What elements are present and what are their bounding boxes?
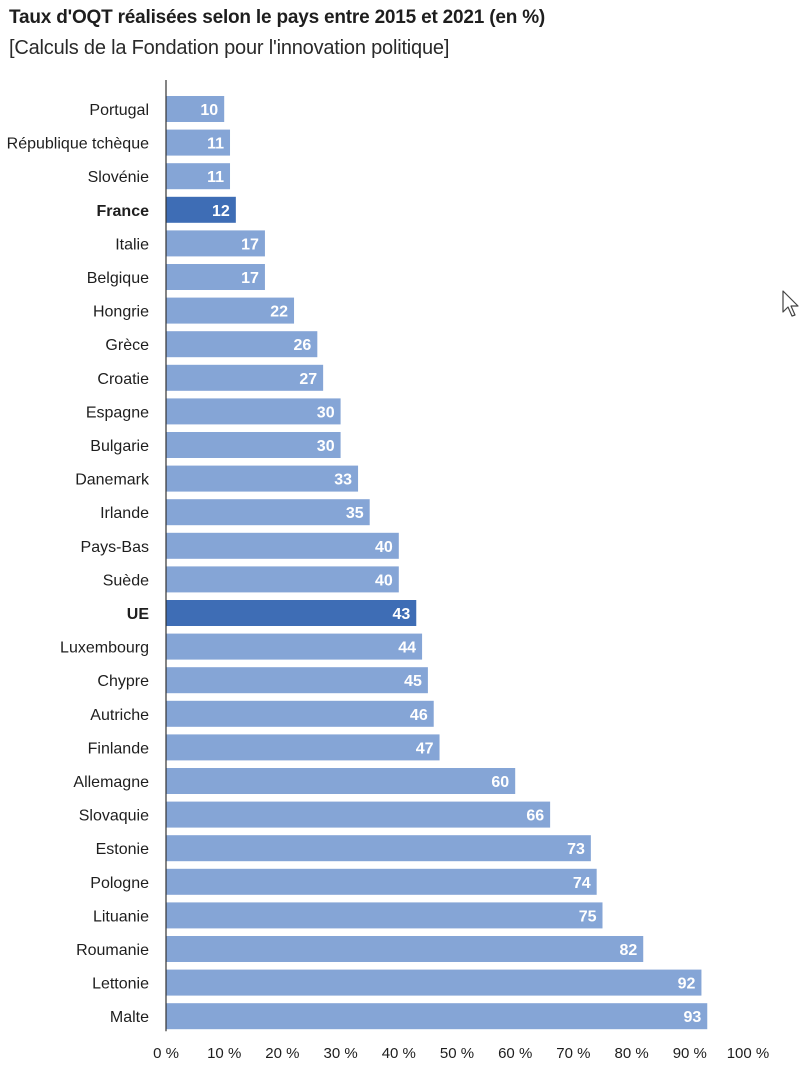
bar [166,566,399,593]
category-label: Malte [110,1009,149,1026]
data-label: 74 [573,875,591,892]
bar [166,499,370,526]
data-label: 35 [346,505,364,522]
data-label: 30 [317,438,335,455]
bar [166,734,440,761]
data-label: 46 [410,707,428,724]
x-tick-label: 100 % [727,1045,770,1062]
bar [166,163,231,190]
data-label: 30 [317,404,335,421]
data-label: 11 [207,169,224,186]
data-label: 73 [567,841,585,858]
bar [166,297,295,324]
x-tick-label: 70 % [556,1045,590,1062]
bar [166,600,417,626]
bar [166,902,603,929]
category-label: Croatie [97,371,149,388]
category-label: Finlande [88,740,149,757]
category-label: Hongrie [93,304,149,321]
category-label: Lettonie [92,976,149,993]
bar [166,129,231,156]
data-label: 82 [619,942,637,959]
data-label: 22 [270,304,288,321]
category-label: Luxembourg [60,640,149,657]
data-label: 17 [241,270,259,287]
data-label: 40 [375,572,393,589]
data-label: 17 [241,236,259,253]
category-label: France [97,203,150,220]
category-label: Irlande [100,505,149,522]
bar [166,835,591,862]
x-tick-label: 90 % [673,1045,707,1062]
x-tick-label: 60 % [498,1045,532,1062]
category-label: Grèce [105,337,149,354]
category-label: République tchèque [7,136,149,153]
bar [166,768,516,794]
category-label: Pays-Bas [81,539,149,556]
category-label: Chypre [97,673,149,690]
bar [166,532,399,559]
x-tick-label: 40 % [382,1045,416,1062]
data-label: 10 [200,102,218,119]
x-tick-label: 50 % [440,1045,474,1062]
x-tick-label: 0 % [153,1045,179,1062]
category-label: UE [127,606,150,623]
data-label: 27 [299,371,317,388]
category-label: Slovaquie [79,808,149,825]
data-label: 60 [491,774,509,791]
category-label: Suède [103,572,149,589]
category-label: Italie [115,236,149,253]
mouse-pointer-icon [782,290,799,317]
bar [166,801,551,828]
x-tick-label: 20 % [265,1045,299,1062]
bar [166,96,225,122]
bar [166,868,597,895]
data-label: 66 [526,808,544,825]
chart-subtitle: [Calculs de la Fondation pour l'innovati… [9,37,450,59]
data-label: 43 [392,606,410,623]
category-label: Allemagne [73,774,149,791]
bar [166,264,265,290]
bar [166,936,644,962]
data-label: 75 [579,908,597,925]
bar [166,1003,708,1030]
category-label: Danemark [75,472,150,489]
bar [166,196,236,223]
bar [166,230,265,257]
bar [166,969,702,996]
bar [166,700,434,727]
category-label: Roumanie [76,942,149,959]
data-label: 45 [404,673,422,690]
data-label: 12 [212,203,230,220]
category-label: Portugal [89,102,149,119]
bar [166,667,428,694]
category-label: Autriche [90,707,149,724]
category-label: Belgique [87,270,149,287]
bar [166,364,324,391]
x-tick-label: 10 % [207,1045,241,1062]
data-label: 92 [678,976,696,993]
category-label: Bulgarie [90,438,149,455]
x-tick-label: 30 % [323,1045,357,1062]
category-label: Pologne [90,875,149,892]
x-tick-label: 80 % [614,1045,648,1062]
data-label: 47 [416,740,434,757]
category-label: Slovénie [88,169,149,186]
data-label: 40 [375,539,393,556]
bar [166,331,318,358]
data-label: 26 [294,337,312,354]
bar [166,432,341,458]
data-label: 44 [398,640,416,657]
data-label: 93 [683,1009,701,1026]
data-label: 33 [334,472,352,489]
data-label: 11 [207,136,224,153]
category-label: Estonie [96,841,149,858]
bar [166,633,423,660]
category-label: Lituanie [93,908,149,925]
bar [166,465,359,492]
chart-title: Taux d'OQT réalisées selon le pays entre… [9,7,546,28]
category-label: Espagne [86,404,149,421]
bar [166,398,341,425]
